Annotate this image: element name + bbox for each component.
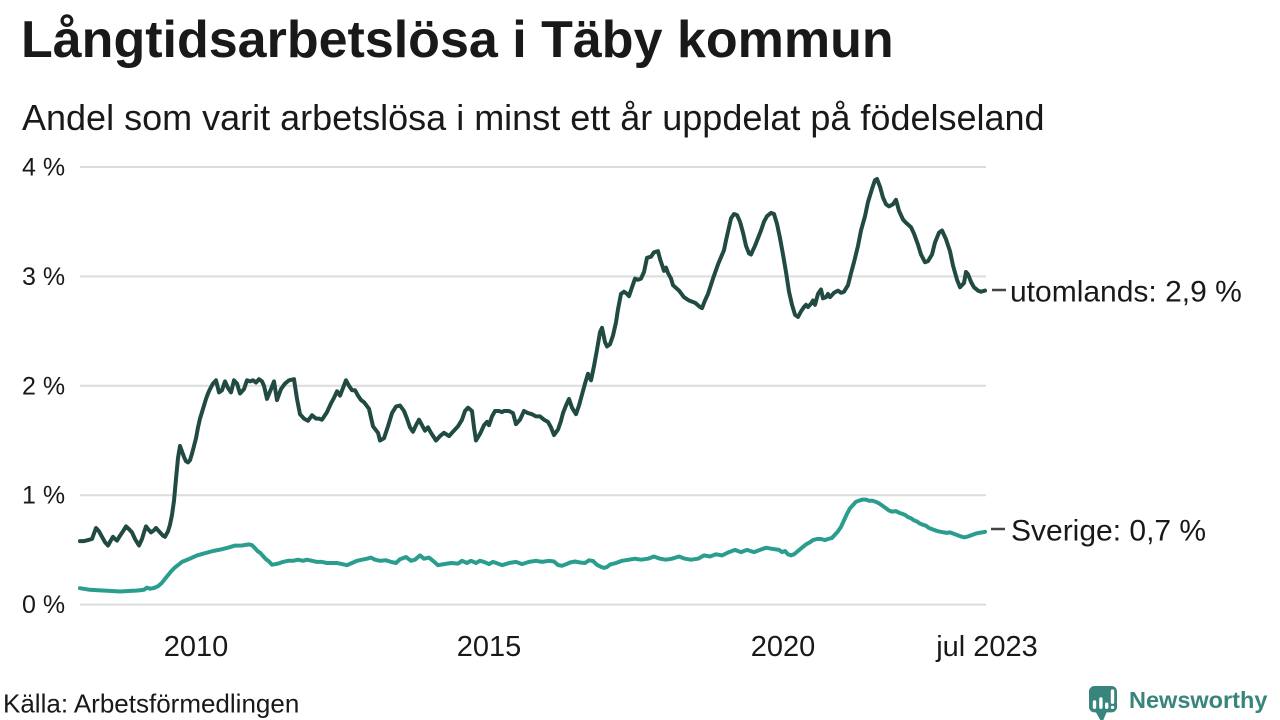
svg-text:Sverige: 0,7 %: Sverige: 0,7 % bbox=[1011, 515, 1206, 548]
svg-text:0 %: 0 % bbox=[22, 591, 65, 619]
svg-text:Andel som varit arbetslösa i m: Andel som varit arbetslösa i minst ett å… bbox=[22, 97, 1045, 138]
svg-text:2 %: 2 % bbox=[22, 372, 65, 400]
svg-text:3 %: 3 % bbox=[22, 263, 65, 291]
svg-text:2010: 2010 bbox=[164, 631, 229, 663]
svg-text:Källa: Arbetsförmedlingen: Källa: Arbetsförmedlingen bbox=[3, 689, 299, 719]
svg-text:jul 2023: jul 2023 bbox=[935, 631, 1038, 663]
svg-text:4 %: 4 % bbox=[22, 154, 65, 182]
svg-text:Newsworthy: Newsworthy bbox=[1129, 687, 1267, 713]
svg-text:1 %: 1 % bbox=[22, 482, 65, 510]
svg-text:2015: 2015 bbox=[457, 631, 522, 663]
svg-text:2020: 2020 bbox=[751, 631, 816, 663]
svg-text:utomlands: 2,9 %: utomlands: 2,9 % bbox=[1010, 276, 1242, 309]
svg-text:Långtidsarbetslösa i Täby komm: Långtidsarbetslösa i Täby kommun bbox=[21, 11, 894, 69]
